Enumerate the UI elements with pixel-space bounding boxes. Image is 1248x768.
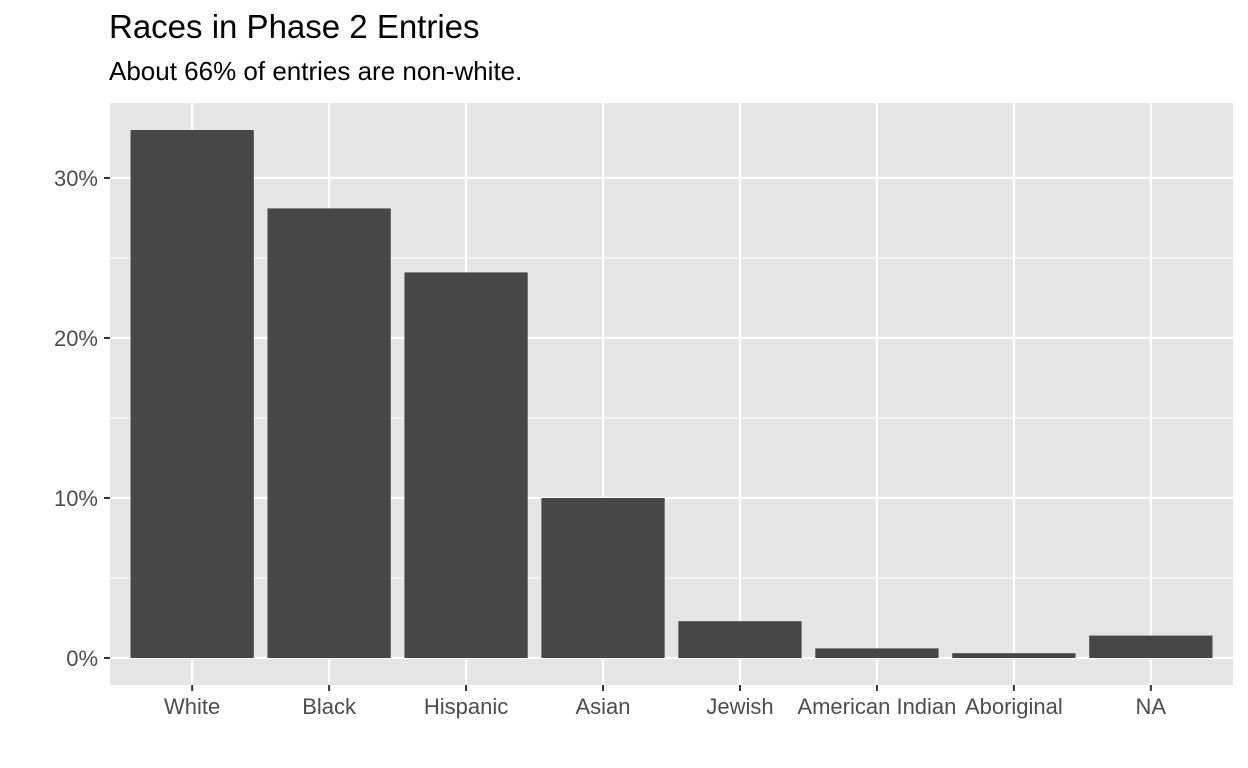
bar-black: [267, 208, 391, 658]
bar-hispanic: [404, 272, 528, 658]
chart-title: Races in Phase 2 Entries: [109, 8, 480, 45]
x-tick-label: Jewish: [706, 694, 773, 719]
bar-aboriginal: [952, 653, 1076, 658]
x-tick-label: Asian: [576, 694, 631, 719]
x-tick-label: Black: [302, 694, 357, 719]
y-tick-label: 20%: [54, 326, 98, 351]
y-tick-label: 10%: [54, 486, 98, 511]
x-tick-label: White: [164, 694, 220, 719]
bar-na: [1089, 635, 1213, 658]
bar-asian: [541, 498, 665, 658]
bars: [130, 130, 1213, 658]
x-axis: White Black Hispanic Asian Jewish American In…: [164, 685, 1166, 719]
x-tick-label: Aboriginal: [965, 694, 1063, 719]
y-axis: 0% 10% 20% 30%: [54, 166, 110, 671]
x-tick-label: Hispanic: [424, 694, 508, 719]
chart-subtitle: About 66% of entries are non-white.: [109, 56, 523, 86]
y-tick-label: 30%: [54, 166, 98, 191]
bar-american-indian: [815, 648, 939, 658]
bar-jewish: [678, 621, 802, 658]
x-tick-label: NA: [1136, 694, 1167, 719]
y-tick-label: 0%: [66, 646, 98, 671]
x-tick-label: American Indian: [797, 694, 956, 719]
bar-white: [130, 130, 254, 658]
